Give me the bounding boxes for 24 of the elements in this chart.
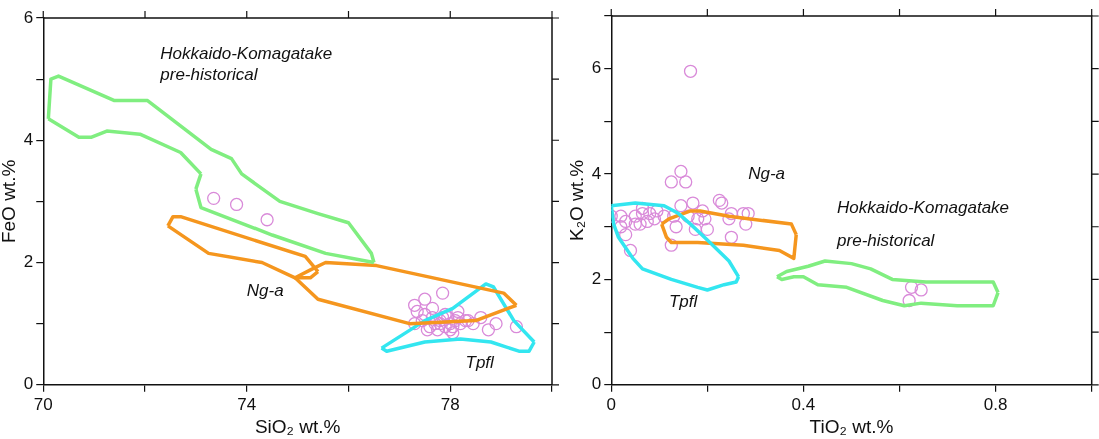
y-tick-label: 4 (23, 129, 34, 149)
y-axis-title: FeO wt.% (0, 159, 19, 244)
y-tick-label: 0 (591, 374, 602, 394)
text: Tpfl (668, 291, 699, 311)
x-tick-label: 0.8 (983, 394, 1008, 414)
x-tick-label: 78 (440, 394, 460, 414)
x-tick-label: 0.4 (791, 394, 816, 414)
series-label: Hokkaido-Komagatake pre-historical (836, 197, 1010, 250)
y-tick-label: 0 (23, 374, 34, 394)
series-label: Ng-a (246, 281, 284, 300)
y-tick-label: 4 (591, 163, 602, 183)
series-label: Hokkaido-Komagatake pre-historical (159, 44, 333, 84)
x-axis-title: TiO₂ wt.% (809, 415, 894, 437)
y-axis-title: K₂O wt.% (565, 159, 587, 242)
x-tick-label: 70 (33, 394, 53, 414)
x-axis-title: SiO₂ wt.% (254, 415, 341, 437)
y-tick-label: 2 (591, 269, 602, 289)
x-tick-label: 0 (606, 394, 616, 414)
text: Tpfl (465, 352, 496, 372)
text: Ng-a (748, 164, 786, 184)
x-tick-label: 74 (237, 394, 257, 414)
y-tick-label: 6 (591, 58, 602, 78)
y-tick-label: 2 (23, 252, 34, 272)
y-tick-label: 6 (23, 7, 34, 27)
